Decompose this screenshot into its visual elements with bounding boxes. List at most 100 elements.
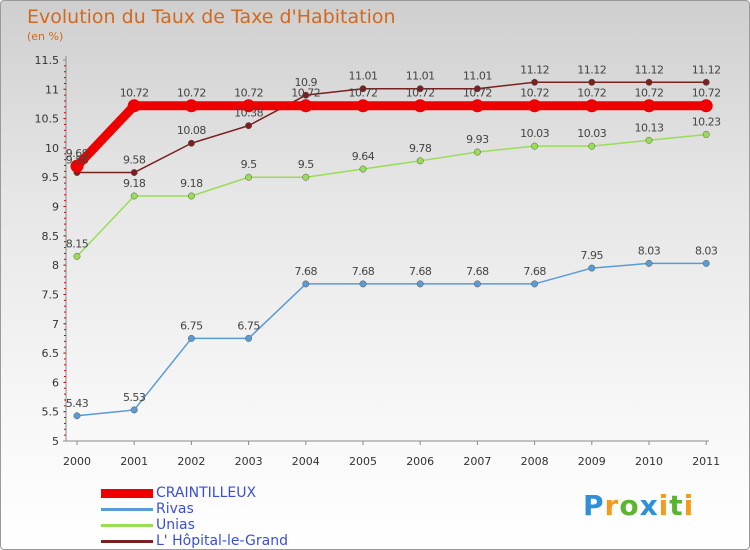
data-point: [699, 99, 713, 113]
y-tick-label: 9: [52, 201, 59, 214]
data-label: 11.12: [692, 63, 721, 76]
data-point: [130, 169, 138, 176]
y-tick-label: 5: [52, 435, 59, 448]
logo-letter: t: [669, 489, 684, 522]
data-point: [585, 99, 599, 113]
data-point: [642, 99, 656, 113]
data-point: [528, 99, 542, 113]
data-point: [187, 139, 195, 147]
logo-letter: r: [604, 489, 620, 522]
data-label: 9.64: [352, 150, 375, 163]
data-label: 5.43: [66, 397, 89, 410]
logo-letter: P: [583, 489, 605, 522]
data-label: 11.01: [406, 70, 435, 83]
data-label: 7.68: [409, 265, 432, 278]
legend-swatch: [101, 488, 153, 498]
data-label: 8.03: [695, 244, 718, 257]
data-point: [302, 280, 310, 288]
data-label: 10.03: [520, 127, 549, 140]
data-point: [588, 142, 596, 150]
data-label: 10.72: [349, 87, 378, 100]
data-point: [702, 259, 710, 267]
data-point: [645, 259, 653, 267]
data-point: [531, 142, 539, 150]
data-label: 7.95: [581, 249, 604, 262]
data-label: 11.12: [577, 63, 606, 76]
y-tick-label: 7.5: [42, 288, 60, 301]
data-label: 9.58: [66, 154, 89, 167]
data-point: [70, 159, 84, 173]
x-tick-label: 2009: [578, 455, 606, 468]
data-label: 9.18: [123, 177, 146, 190]
legend-swatch: [101, 507, 153, 511]
data-point: [130, 406, 138, 414]
legend-item: CRAINTILLEUX: [101, 485, 288, 501]
data-point: [187, 334, 195, 342]
data-point: [302, 91, 310, 99]
data-label: 10.72: [406, 87, 435, 100]
data-label: 10.38: [234, 107, 263, 120]
y-tick-label: 10: [45, 142, 59, 155]
data-point: [127, 99, 141, 113]
chart-subtitle: (en %): [27, 30, 64, 43]
data-point: [299, 99, 313, 113]
data-label: 9.69: [66, 147, 89, 160]
proxiti-logo: Proxiti: [583, 489, 694, 522]
y-tick-label: 11: [45, 83, 59, 96]
legend-label: CRAINTILLEUX: [156, 485, 257, 501]
logo-letter: i: [658, 489, 670, 522]
data-label: 9.78: [409, 142, 432, 155]
y-tick-label: 8: [52, 259, 59, 272]
data-label: 10.72: [463, 87, 492, 100]
data-point: [473, 148, 481, 156]
data-label: 11.12: [635, 63, 664, 76]
data-label: 9.93: [466, 133, 489, 146]
x-tick-label: 2008: [521, 455, 549, 468]
data-label: 10.72: [234, 87, 263, 100]
data-label: 11.12: [520, 63, 549, 76]
data-label: 10.72: [291, 87, 320, 100]
data-point: [645, 136, 653, 144]
data-point: [588, 264, 596, 272]
logo-letter: x: [639, 489, 659, 522]
data-label: 7.68: [295, 265, 318, 278]
y-tick-label: 9.5: [42, 171, 60, 184]
legend-item: Rivas: [101, 501, 288, 517]
data-point: [470, 99, 484, 113]
data-label: 7.68: [352, 265, 375, 278]
data-label: 10.72: [577, 87, 606, 100]
data-label: 8.03: [638, 244, 661, 257]
data-point: [645, 78, 653, 86]
data-label: 10.9: [295, 76, 318, 89]
data-label: 10.72: [520, 87, 549, 100]
y-tick-label: 11.5: [35, 54, 60, 67]
data-point: [130, 192, 138, 200]
data-label: 10.03: [577, 127, 606, 140]
x-tick-label: 2000: [63, 455, 91, 468]
data-label: 10.72: [635, 87, 664, 100]
data-point: [359, 165, 367, 173]
data-point: [302, 173, 310, 181]
data-point: [416, 85, 424, 93]
series-line: [76, 133, 707, 258]
data-point: [531, 280, 539, 288]
legend-label: Rivas: [156, 501, 194, 517]
data-point: [242, 99, 256, 113]
x-tick-label: 2004: [292, 455, 320, 468]
data-label: 11.01: [463, 70, 492, 83]
data-point: [702, 130, 710, 138]
x-tick-label: 2010: [635, 455, 663, 468]
data-point: [473, 280, 481, 288]
data-point: [473, 85, 481, 93]
data-point: [359, 85, 367, 93]
data-label: 10.72: [120, 87, 149, 100]
legend-item: L' Hôpital-le-Grand: [101, 533, 288, 549]
x-tick-label: 2006: [406, 455, 434, 468]
series-line: [76, 262, 707, 417]
data-point: [702, 78, 710, 86]
data-label: 10.13: [635, 121, 664, 134]
data-point: [73, 252, 81, 260]
x-tick-label: 2003: [235, 455, 263, 468]
logo-letter: o: [619, 489, 640, 522]
